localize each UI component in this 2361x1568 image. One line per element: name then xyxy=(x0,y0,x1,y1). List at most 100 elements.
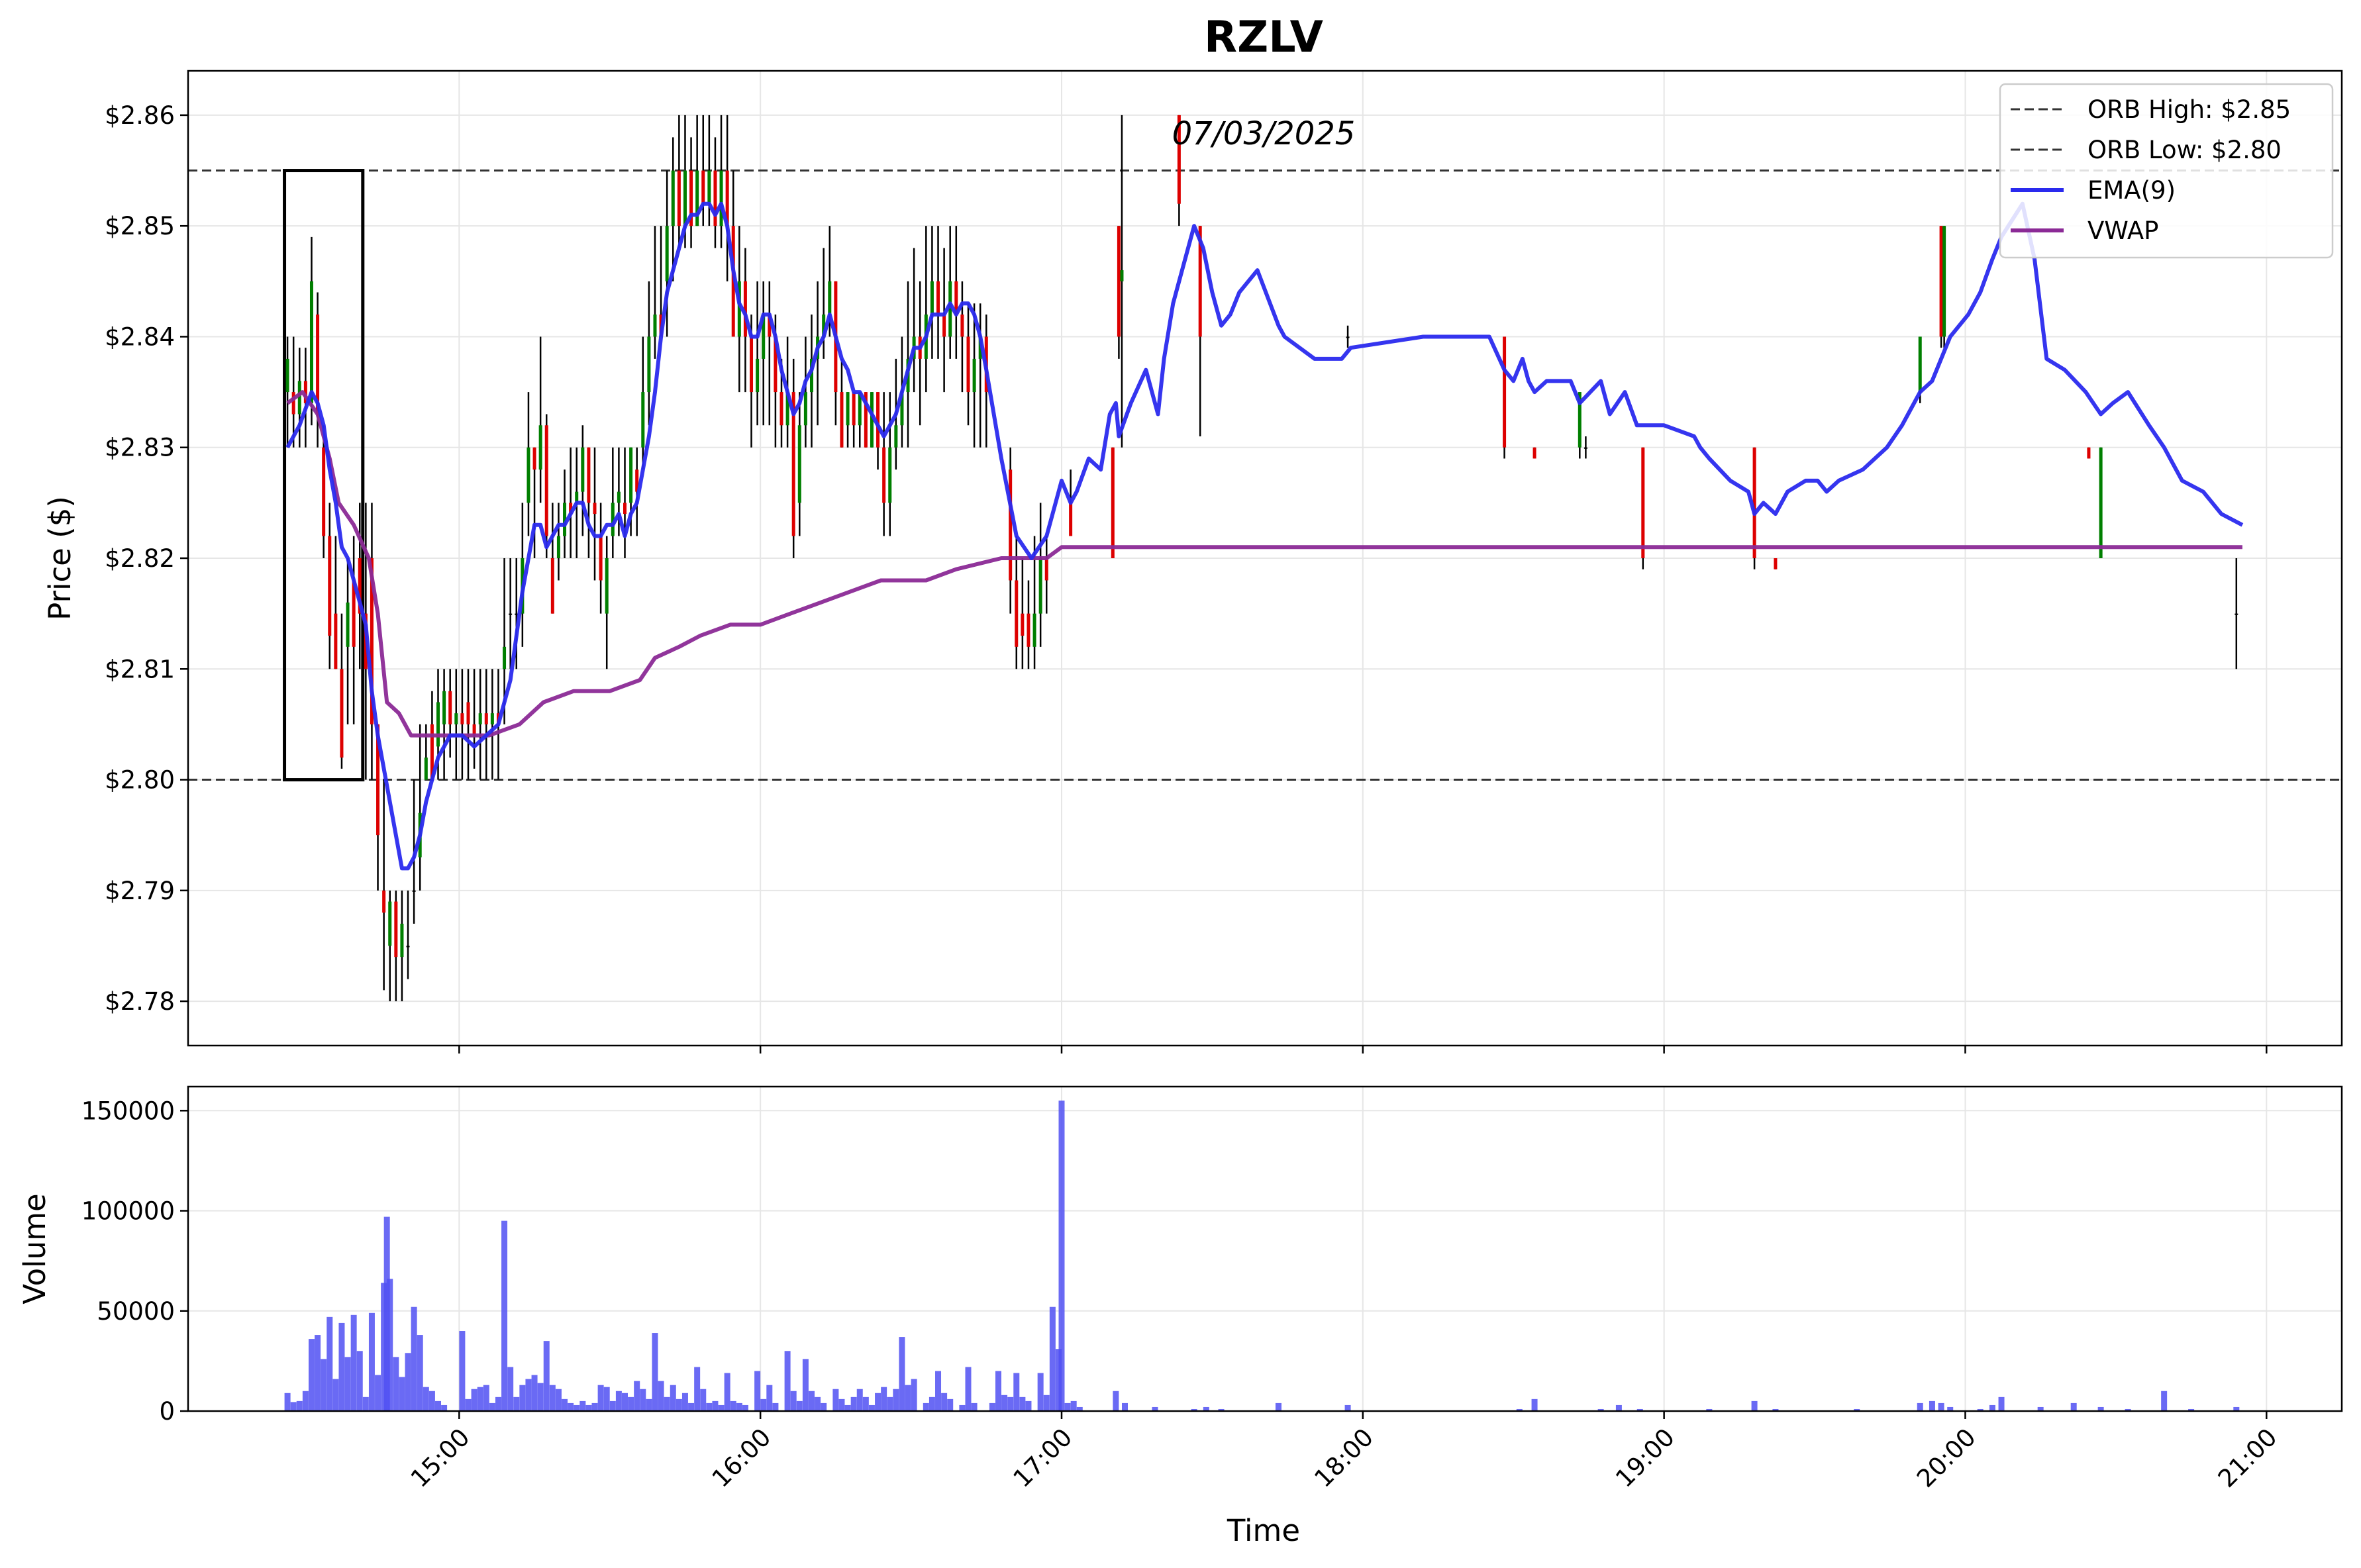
candle xyxy=(340,613,344,769)
volume-bar xyxy=(1977,1408,1984,1411)
candle xyxy=(527,392,530,536)
candle-body xyxy=(1038,558,1042,614)
volume-bar xyxy=(947,1398,954,1411)
volume-bar xyxy=(585,1404,592,1411)
volume-bar xyxy=(802,1359,809,1411)
candle-body xyxy=(515,613,519,615)
candle-body xyxy=(1069,503,1073,536)
candle xyxy=(858,392,862,448)
volume-bar xyxy=(1043,1395,1050,1411)
volume-bar xyxy=(742,1404,748,1411)
candle xyxy=(1774,558,1778,569)
candle xyxy=(1044,536,1048,614)
volume-bar xyxy=(284,1393,291,1411)
candle-body xyxy=(647,336,651,393)
candle-body xyxy=(719,170,723,226)
candle-body xyxy=(858,392,862,426)
volume-bar xyxy=(501,1220,508,1411)
volume-bar xyxy=(1007,1396,1014,1411)
volume-y-tick-label: 0 xyxy=(159,1397,175,1426)
candle xyxy=(936,226,940,359)
legend-label: ORB High: $2.85 xyxy=(2087,95,2291,124)
candle-body xyxy=(442,691,446,724)
candle xyxy=(376,724,380,891)
volume-bar xyxy=(652,1333,658,1411)
candle-body xyxy=(641,392,645,448)
candle-body xyxy=(671,170,675,226)
volume-bar xyxy=(670,1385,676,1411)
candle xyxy=(1027,580,1030,669)
volume-grid xyxy=(188,1087,2342,1412)
candle xyxy=(400,890,404,1002)
volume-bar xyxy=(1344,1404,1351,1411)
candle-body xyxy=(599,536,603,581)
candle xyxy=(1939,226,1943,348)
volume-bar xyxy=(591,1402,598,1411)
volume-bar xyxy=(562,1398,568,1411)
volume-bar xyxy=(881,1387,887,1411)
volume-bar xyxy=(1929,1400,1935,1411)
volume-bar xyxy=(603,1387,610,1411)
volume-bar xyxy=(941,1393,948,1411)
candle-body xyxy=(382,890,386,913)
candle xyxy=(797,392,801,536)
volume-bar xyxy=(1191,1408,1197,1411)
volume-bar xyxy=(965,1367,972,1411)
candle-body xyxy=(852,392,856,426)
volume-y-axis-label: Volume xyxy=(17,1193,52,1304)
candle xyxy=(334,536,338,669)
legend-item: ORB High: $2.85 xyxy=(2011,95,2291,124)
volume-bar xyxy=(387,1279,393,1411)
price-y-tick-label: $2.80 xyxy=(105,766,175,795)
candle-body xyxy=(653,315,657,337)
candle xyxy=(713,137,717,248)
candle-body xyxy=(1641,447,1645,558)
candle-body xyxy=(894,425,898,448)
candle-body xyxy=(707,170,711,204)
candle-body xyxy=(713,170,717,226)
volume-bar xyxy=(676,1398,682,1411)
volume-bar xyxy=(1019,1396,1026,1411)
candle-body xyxy=(2087,447,2091,459)
volume-bar xyxy=(784,1351,791,1411)
x-axis-label: Time xyxy=(1227,1513,1300,1548)
candle-body xyxy=(472,724,476,736)
volume-bar xyxy=(1597,1408,1604,1411)
candle xyxy=(1583,436,1587,459)
volume-bar xyxy=(1058,1101,1065,1411)
candle xyxy=(876,392,880,470)
candle xyxy=(677,115,681,248)
candle-body xyxy=(388,901,392,946)
volume-bar xyxy=(1751,1400,1758,1411)
volume-bar xyxy=(1917,1402,1923,1411)
candle-body xyxy=(436,702,440,747)
legend-label: ORB Low: $2.80 xyxy=(2087,136,2282,164)
candle-body xyxy=(538,425,542,470)
volume-bar xyxy=(1152,1406,1158,1411)
candle xyxy=(509,558,513,669)
candle xyxy=(484,669,488,780)
volume-bar xyxy=(760,1398,767,1411)
candle-body xyxy=(1918,336,1922,393)
volume-y-tick-label: 150000 xyxy=(81,1097,175,1125)
volume-bar xyxy=(646,1398,652,1411)
volume-bar xyxy=(1531,1398,1538,1411)
candle xyxy=(472,669,476,769)
candle-body xyxy=(1198,226,1202,337)
candle-body xyxy=(954,281,958,315)
candle xyxy=(466,669,470,780)
candle-body xyxy=(424,758,428,780)
volume-bar xyxy=(754,1371,761,1411)
candle xyxy=(972,303,976,448)
volume-bar xyxy=(694,1367,701,1411)
candle-body xyxy=(569,503,573,514)
candle xyxy=(960,281,964,393)
volume-bar xyxy=(1122,1402,1129,1411)
candle-body xyxy=(563,503,567,536)
volume-bar xyxy=(495,1396,501,1411)
candle-body xyxy=(750,336,754,393)
candle-body xyxy=(774,336,778,393)
volume-bar xyxy=(321,1359,327,1411)
volume-bar xyxy=(1025,1400,1032,1411)
